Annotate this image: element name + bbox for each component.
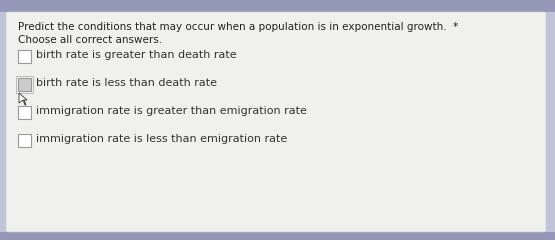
Text: Choose all correct answers.: Choose all correct answers. xyxy=(18,35,162,45)
Text: birth rate is less than death rate: birth rate is less than death rate xyxy=(36,78,217,89)
FancyBboxPatch shape xyxy=(6,12,546,232)
Bar xyxy=(16,76,33,93)
Text: immigration rate is greater than emigration rate: immigration rate is greater than emigrat… xyxy=(36,107,307,116)
Bar xyxy=(0,232,555,240)
Bar xyxy=(18,134,31,147)
Bar xyxy=(18,106,31,119)
Bar xyxy=(18,78,31,91)
Text: immigration rate is less than emigration rate: immigration rate is less than emigration… xyxy=(36,134,287,144)
Polygon shape xyxy=(19,93,27,105)
Text: Predict the conditions that may occur when a population is in exponential growth: Predict the conditions that may occur wh… xyxy=(18,22,458,32)
Bar xyxy=(18,50,31,63)
Text: birth rate is greater than death rate: birth rate is greater than death rate xyxy=(36,50,236,60)
Bar xyxy=(0,0,555,12)
